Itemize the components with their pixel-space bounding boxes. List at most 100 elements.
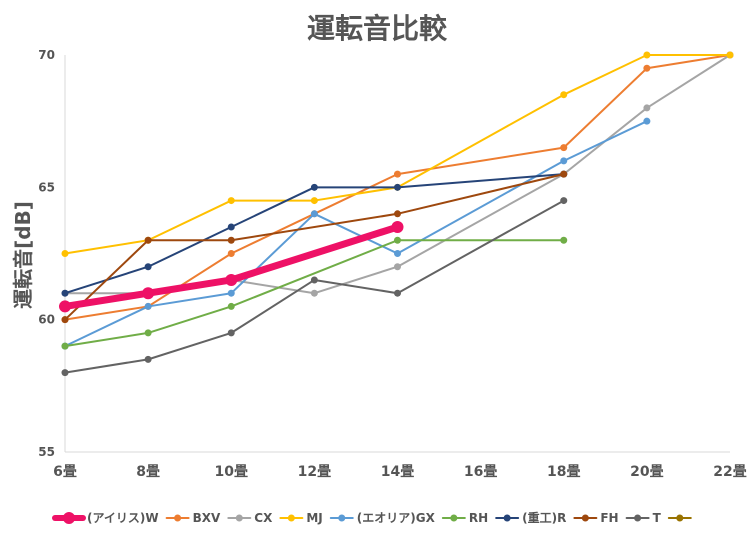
- x-tick-label: 8畳: [136, 464, 160, 480]
- data-point: [560, 157, 568, 165]
- data-point: [643, 117, 651, 125]
- x-tick-label: 14畳: [381, 464, 414, 480]
- legend-swatch-marker: [338, 514, 346, 522]
- x-tick-label: 18畳: [547, 464, 580, 480]
- y-tick-label: 55: [38, 445, 55, 459]
- legend-label: MJ: [306, 511, 322, 525]
- data-point: [144, 302, 152, 310]
- x-tick-label: 6畳: [53, 464, 77, 480]
- legend-swatch-marker: [634, 514, 642, 522]
- data-point: [560, 236, 568, 244]
- legend-swatch-marker: [287, 514, 295, 522]
- legend-swatch-marker: [503, 514, 511, 522]
- x-tick-label: 20畳: [630, 464, 663, 480]
- legend-item: MJ: [279, 511, 323, 525]
- data-point: [310, 276, 318, 284]
- y-tick-labels: 55 60 65 70: [38, 48, 55, 459]
- y-tick-label: 60: [38, 313, 55, 327]
- legend-label: CX: [254, 511, 273, 525]
- data-point: [227, 302, 235, 310]
- series-line: [64, 173, 565, 295]
- series-0: [59, 221, 404, 313]
- data-point: [394, 250, 401, 257]
- legend-item: CX: [227, 511, 273, 525]
- x-tick-label: 10畳: [215, 464, 248, 480]
- y-tick-label: 65: [38, 180, 55, 194]
- legend-item: RH: [441, 511, 488, 525]
- data-point: [61, 289, 69, 297]
- series-line: [61, 223, 401, 310]
- data-point: [560, 144, 568, 152]
- data-point: [310, 210, 318, 218]
- data-point: [391, 221, 404, 234]
- legend-swatch-marker: [235, 514, 243, 522]
- series-line: [64, 120, 648, 348]
- data-point: [227, 289, 235, 297]
- data-point: [144, 329, 152, 337]
- legend-label: T: [653, 511, 662, 525]
- legend: (アイリス)W BXV CX MJ (エオリア)GX RH (重工)R FH T: [52, 510, 692, 525]
- data-point: [643, 104, 651, 112]
- data-point: [394, 289, 401, 297]
- legend-label: (重工)R: [522, 510, 566, 525]
- legend-label: BXV: [193, 511, 221, 525]
- data-point: [394, 170, 401, 178]
- y-axis-label: 運転音[dB]: [11, 201, 35, 309]
- data-point: [144, 236, 152, 244]
- series-4: [61, 117, 651, 350]
- legend-label: FH: [600, 511, 618, 525]
- series-line: [64, 199, 565, 374]
- legend-item: (エオリア)GX: [329, 511, 436, 525]
- series-lines: [59, 51, 734, 377]
- legend-swatch-marker: [676, 514, 684, 522]
- data-point: [227, 197, 235, 205]
- data-point: [643, 64, 651, 72]
- data-point: [61, 342, 69, 350]
- legend-item: [667, 514, 692, 522]
- data-point: [227, 236, 235, 244]
- y-tick-label: 70: [38, 48, 55, 62]
- data-point: [394, 183, 401, 191]
- x-tick-label: 12畳: [298, 464, 331, 480]
- chart-title: 運転音比較: [307, 12, 448, 45]
- legend-item: T: [625, 511, 662, 525]
- data-point: [61, 316, 69, 324]
- data-point: [227, 250, 235, 257]
- legend-swatch-marker: [63, 512, 75, 524]
- legend-item: FH: [573, 511, 619, 525]
- data-point: [225, 273, 238, 286]
- x-tick-label: 22畳: [713, 464, 746, 480]
- data-point: [142, 287, 155, 300]
- data-point: [61, 369, 69, 377]
- legend-item: (重工)R: [495, 510, 566, 525]
- data-point: [394, 263, 401, 271]
- data-point: [144, 355, 152, 363]
- legend-label: RH: [469, 511, 488, 525]
- data-point: [310, 289, 318, 297]
- x-tick-labels: 6畳 8畳 10畳 12畳 14畳 16畳 18畳 20畳 22畳: [53, 464, 747, 480]
- data-point: [310, 183, 318, 191]
- series-6: [61, 170, 568, 297]
- data-point: [227, 329, 235, 337]
- legend-label: (エオリア)GX: [357, 511, 436, 525]
- data-point: [726, 51, 734, 59]
- data-point: [227, 223, 235, 231]
- series-line: [64, 54, 731, 255]
- legend-label: (アイリス)W: [87, 511, 159, 525]
- data-point: [310, 197, 318, 205]
- series-5: [61, 236, 568, 350]
- x-tick-label: 16畳: [464, 464, 497, 480]
- series-7: [61, 170, 568, 324]
- data-point: [643, 51, 651, 59]
- data-point: [560, 91, 568, 99]
- legend-item: (アイリス)W: [52, 511, 159, 525]
- data-point: [144, 263, 152, 271]
- legend-swatch-marker: [450, 514, 458, 522]
- data-point: [394, 210, 401, 218]
- legend-item: BXV: [165, 511, 221, 525]
- series-8: [61, 197, 568, 377]
- data-point: [61, 250, 69, 257]
- data-point: [394, 236, 401, 244]
- data-point: [59, 300, 71, 313]
